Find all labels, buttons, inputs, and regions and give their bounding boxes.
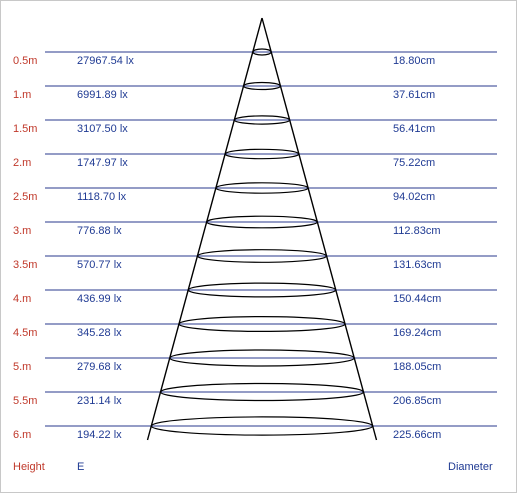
row-height-label: 5.5m [13,395,37,407]
row-illuminance-value: 570.77 lx [77,259,122,271]
row-illuminance-value: 231.14 lx [77,395,122,407]
row-height-label: 6.m [13,429,31,441]
row-height-label: 2.m [13,157,31,169]
row-illuminance-value: 776.88 lx [77,225,122,237]
footer-height-label: Height [13,461,45,473]
footer-labels: Height E Diameter [13,461,493,473]
row-height-label: 4.m [13,293,31,305]
row-diameter-value: 18.80cm [393,55,435,67]
row-illuminance-value: 436.99 lx [77,293,122,305]
row-illuminance-value: 6991.89 lx [77,89,128,101]
cone-left-edge [146,17,263,441]
row-height-label: 3.5m [13,259,37,271]
row-height-label: 1.5m [13,123,37,135]
row-diameter-value: 112.83cm [393,225,441,237]
row-illuminance-value: 1747.97 lx [77,157,128,169]
row-height-label: 1.m [13,89,31,101]
rows-layer: 0.5m 27967.54 lx 18.80cm 1.m 6991.89 lx 37.61… [13,51,497,441]
cone-right-edge [261,17,378,441]
row-height-label: 0.5m [13,55,37,67]
row-illuminance-value: 27967.54 lx [77,55,134,67]
row-diameter-value: 169.24cm [393,327,441,339]
row-diameter-value: 131.63cm [393,259,441,271]
light-cone [146,17,378,441]
row-diameter-value: 37.61cm [393,89,435,101]
row-height-label: 5.m [13,361,31,373]
row-diameter-value: 188.05cm [393,361,441,373]
footer-illuminance-label: E [77,461,84,473]
row-illuminance-value: 194.22 lx [77,429,122,441]
row-diameter-value: 150.44cm [393,293,441,305]
row-diameter-value: 225.66cm [393,429,441,441]
row-diameter-value: 94.02cm [393,191,435,203]
row-illuminance-value: 3107.50 lx [77,123,128,135]
row-height-label: 2.5m [13,191,37,203]
row-diameter-value: 56.41cm [393,123,435,135]
row-illuminance-value: 1118.70 lx [77,191,127,203]
row-height-label: 4.5m [13,327,37,339]
row-illuminance-value: 345.28 lx [77,327,122,339]
row-diameter-value: 206.85cm [393,395,441,407]
row-diameter-value: 75.22cm [393,157,435,169]
footer-diameter-label: Diameter [448,461,493,473]
row-height-label: 3.m [13,225,31,237]
row-illuminance-value: 279.68 lx [77,361,122,373]
